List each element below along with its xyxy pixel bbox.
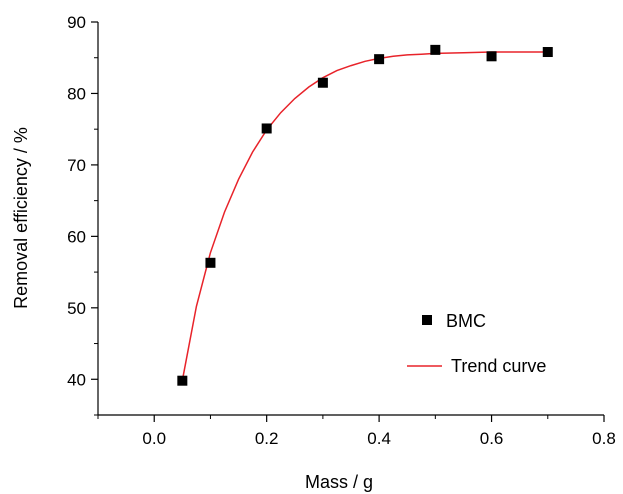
x-axis-ticks: 0.0 0.2 0.4 0.6 0.8 (97, 415, 616, 448)
x-axis-title: Mass / g (305, 472, 373, 492)
x-tick-label: 0.2 (255, 429, 279, 448)
data-point-bmc (261, 123, 272, 134)
y-tick-label: 80 (67, 84, 86, 103)
data-point-bmc (317, 77, 328, 88)
x-tick-label: 0.4 (367, 429, 391, 448)
trend-curve-line (181, 51, 548, 381)
y-tick-label: 60 (67, 227, 86, 246)
y-axis-title: Removal efficiency / % (11, 127, 31, 309)
x-tick-label: 0.0 (142, 429, 166, 448)
y-axis-ticks: 40 50 60 70 80 90 (67, 13, 98, 416)
y-tick-label: 40 (67, 370, 86, 389)
y-tick-label: 50 (67, 299, 86, 318)
plot-area (177, 44, 553, 386)
x-tick-label: 0.6 (480, 429, 504, 448)
legend: BMC Trend curve (407, 311, 546, 376)
legend-marker-bmc (422, 315, 432, 325)
data-point-bmc (205, 257, 216, 268)
legend-label-trend-curve: Trend curve (451, 356, 546, 376)
legend-label-bmc: BMC (446, 311, 486, 331)
y-tick-label: 90 (67, 13, 86, 32)
y-tick-label: 70 (67, 156, 86, 175)
data-point-bmc (486, 51, 497, 62)
data-point-bmc (374, 54, 385, 65)
data-point-bmc (177, 375, 188, 386)
x-tick-label: 0.8 (592, 429, 616, 448)
data-point-bmc (430, 44, 441, 55)
axes (97, 22, 604, 416)
data-point-bmc (542, 47, 553, 58)
